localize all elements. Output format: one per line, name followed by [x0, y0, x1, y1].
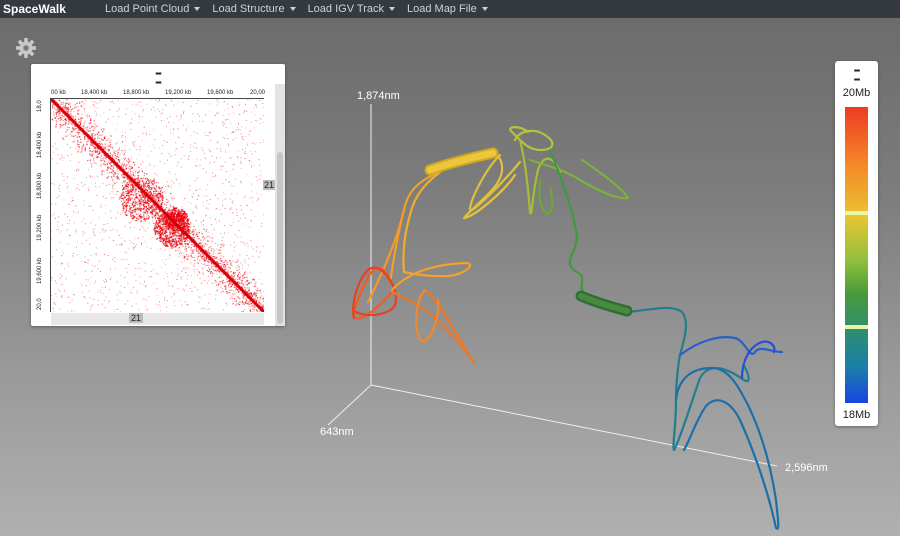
left-ruler: 18,0 18,400 kb 18,800 kb 19,200 kb 19,60… [31, 98, 51, 312]
left-tick: 18,400 kb [37, 131, 43, 158]
legend-max-label: 20Mb [842, 87, 871, 99]
legend-highlight-marker[interactable] [845, 325, 868, 329]
gear-icon[interactable] [15, 37, 37, 59]
color-legend-panel[interactable]: ▪▪▪ ▪▪▪ 20Mb 18Mb [835, 61, 878, 426]
top-tick: 00 kb [51, 90, 66, 96]
legend-min-label: 18Mb [842, 409, 871, 421]
top-tick: 20,00 [250, 90, 266, 96]
grip-icon[interactable]: ▪▪▪ ▪▪▪ [155, 69, 161, 87]
top-tick: 19,600 kb [207, 90, 234, 96]
top-tick: 18,400 kb [81, 90, 108, 96]
app-brand[interactable]: SpaceWalk [3, 2, 66, 16]
caret-down-icon [481, 7, 488, 11]
left-tick: 20,0 [37, 298, 43, 310]
contact-map-heatmap [51, 99, 264, 312]
vertical-scrollbar[interactable] [275, 84, 285, 326]
contact-map-canvas[interactable] [51, 99, 264, 312]
highlight-segments [424, 147, 633, 317]
menu-load-igv-track[interactable]: Load IGV Track [308, 3, 395, 15]
grip-icon[interactable]: ▪▪▪ ▪▪▪ [853, 66, 860, 84]
v-scroll-label: 21 [263, 180, 276, 190]
caret-down-icon [194, 7, 201, 11]
menu-load-map-file[interactable]: Load Map File [407, 3, 488, 15]
left-tick: 18,0 [37, 100, 43, 112]
x-axis-label: 2,596nm [785, 462, 828, 474]
chromatin-trace [352, 126, 784, 530]
horizontal-scrollbar[interactable]: 21 [51, 313, 264, 325]
navbar: SpaceWalk Load Point Cloud Load Structur… [0, 0, 900, 18]
h-scroll-label: 21 [129, 313, 144, 323]
z-axis-label: 643nm [320, 426, 354, 438]
menu-load-structure[interactable]: Load Structure [212, 3, 296, 15]
menu-label: Load Point Cloud [105, 3, 190, 15]
top-ruler: 00 kb 18,400 kb 18,800 kb 19,200 kb 19,6… [51, 84, 266, 99]
menu-load-point-cloud[interactable]: Load Point Cloud [105, 3, 201, 15]
left-tick: 19,600 kb [37, 257, 43, 284]
left-tick: 18,800 kb [37, 172, 43, 199]
vertical-scrollbar-thumb[interactable] [277, 152, 283, 324]
axes-lines [327, 104, 778, 467]
caret-down-icon [389, 7, 395, 11]
caret-down-icon [289, 7, 296, 11]
contact-map-panel[interactable]: ▪▪▪ ▪▪▪ 00 kb 18,400 kb 18,800 kb 19,200 … [31, 64, 285, 326]
legend-color-ramp[interactable] [845, 107, 868, 403]
menu-label: Load Structure [212, 3, 285, 15]
y-axis-label: 1,874nm [357, 90, 400, 102]
legend-highlight-marker[interactable] [845, 211, 868, 215]
menu-label: Load IGV Track [307, 3, 384, 15]
menu-label: Load Map File [407, 3, 477, 15]
left-tick: 19,200 kb [37, 214, 43, 241]
top-tick: 19,200 kb [165, 90, 192, 96]
top-tick: 18,800 kb [123, 90, 150, 96]
